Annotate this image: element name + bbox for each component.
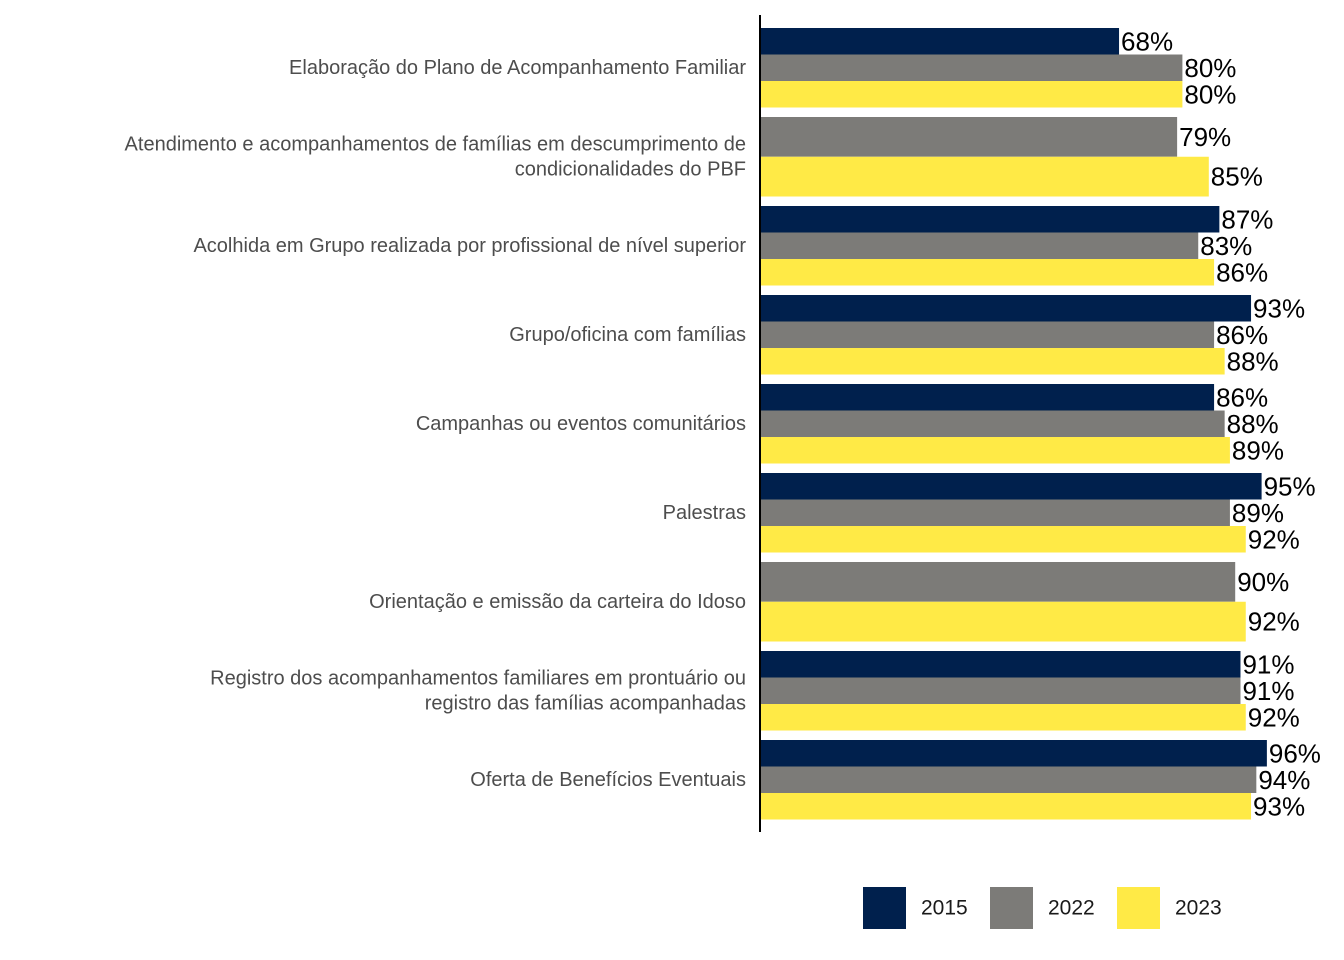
value-label: 88% — [1227, 346, 1279, 376]
bar-2023 — [760, 437, 1230, 464]
value-labels: 68%80%80%79%85%87%83%86%93%86%88%86%88%8… — [1121, 26, 1321, 821]
bar-2022 — [760, 117, 1178, 157]
legend-label: 2015 — [921, 897, 968, 920]
bars-layer — [760, 28, 1267, 820]
category-label: Grupo/oficina com famílias — [509, 324, 746, 346]
bar-2022 — [760, 499, 1230, 526]
value-label: 92% — [1248, 702, 1300, 732]
category-label: registro das famílias acompanhadas — [425, 692, 746, 714]
bar-2022 — [760, 562, 1236, 602]
value-label: 86% — [1216, 382, 1268, 412]
value-label: 91% — [1242, 649, 1294, 679]
value-label: 90% — [1237, 567, 1289, 597]
value-label: 79% — [1179, 122, 1231, 152]
value-label: 87% — [1221, 204, 1273, 234]
legend-swatch-2023 — [1117, 887, 1160, 929]
bar-2023 — [760, 348, 1225, 375]
legend-label: 2023 — [1175, 897, 1222, 920]
legend-label: 2022 — [1048, 897, 1095, 920]
value-label: 86% — [1216, 257, 1268, 287]
bar-2023 — [760, 793, 1252, 820]
bar-2023 — [760, 526, 1246, 553]
value-label: 91% — [1242, 676, 1294, 706]
bar-2023 — [760, 601, 1246, 642]
bar-2022 — [760, 232, 1199, 259]
value-label: 80% — [1184, 53, 1236, 83]
category-label: Registro dos acompanhamentos familiares … — [210, 667, 746, 689]
value-label: 85% — [1211, 162, 1263, 192]
bar-2023 — [760, 81, 1183, 108]
value-label: 93% — [1253, 293, 1305, 323]
bar-2023 — [760, 156, 1209, 197]
value-label: 88% — [1227, 409, 1279, 439]
category-label: Acolhida em Grupo realizada por profissi… — [193, 235, 746, 257]
value-label: 80% — [1184, 79, 1236, 109]
value-label: 86% — [1216, 320, 1268, 350]
bar-2023 — [760, 704, 1246, 731]
bar-2022 — [760, 54, 1183, 81]
bar-2015 — [760, 206, 1220, 233]
value-label: 95% — [1264, 471, 1316, 501]
value-label: 93% — [1253, 791, 1305, 821]
bar-2022 — [760, 677, 1241, 704]
bar-2015 — [760, 651, 1241, 678]
value-label: 92% — [1248, 607, 1300, 637]
category-label: Orientação e emissão da carteira do Idos… — [369, 591, 746, 613]
bar-2015 — [760, 740, 1267, 767]
value-label: 89% — [1232, 435, 1284, 465]
category-label: Palestras — [663, 502, 746, 524]
bar-2015 — [760, 473, 1262, 500]
value-label: 89% — [1232, 498, 1284, 528]
category-label: Oferta de Benefícios Eventuais — [470, 769, 746, 791]
value-label: 83% — [1200, 231, 1252, 261]
bar-2015 — [760, 295, 1252, 322]
bar-2022 — [760, 410, 1225, 437]
legend-swatch-2015 — [863, 887, 906, 929]
bar-2015 — [760, 28, 1120, 55]
value-label: 96% — [1269, 738, 1321, 768]
category-label: condicionalidades do PBF — [515, 158, 746, 180]
value-label: 92% — [1248, 524, 1300, 554]
bar-2022 — [760, 321, 1215, 348]
legend: 2015 2022 2023 — [863, 887, 1222, 929]
bar-2015 — [760, 384, 1215, 411]
value-label: 94% — [1258, 765, 1310, 795]
category-label: Elaboração do Plano de Acompanhamento Fa… — [289, 57, 746, 79]
category-labels: Elaboração do Plano de Acompanhamento Fa… — [125, 57, 747, 791]
bar-2022 — [760, 766, 1257, 793]
bar-2023 — [760, 259, 1215, 286]
category-label: Atendimento e acompanhamentos de família… — [125, 133, 746, 155]
value-label: 68% — [1121, 26, 1173, 56]
category-label: Campanhas ou eventos comunitários — [416, 413, 746, 435]
legend-swatch-2022 — [990, 887, 1033, 929]
